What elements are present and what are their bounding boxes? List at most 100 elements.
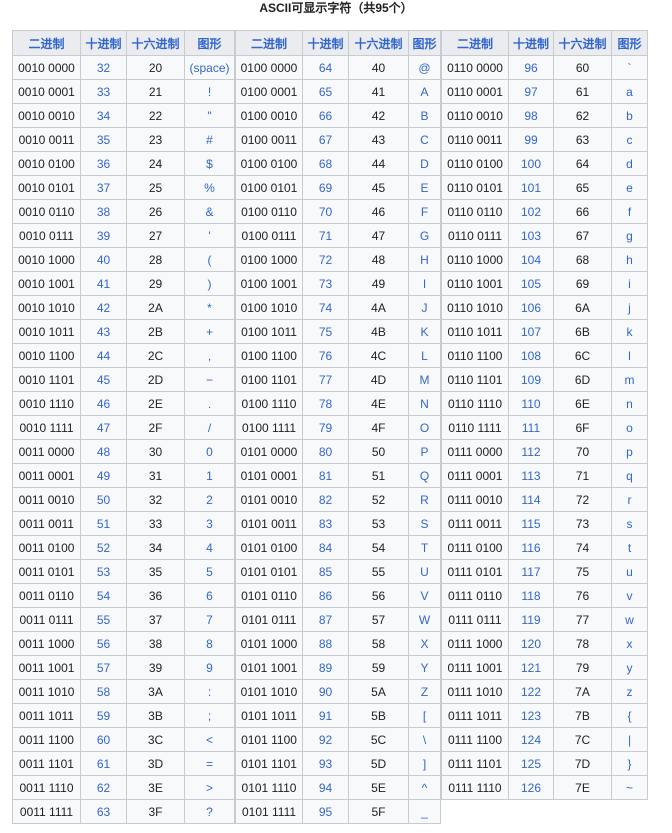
glyph-cell[interactable]: P — [408, 439, 441, 464]
decimal-cell[interactable]: 48 — [80, 439, 127, 464]
glyph-cell[interactable]: 6 — [184, 583, 235, 608]
glyph-cell[interactable]: c — [611, 127, 648, 152]
decimal-cell[interactable]: 43 — [80, 319, 127, 344]
decimal-cell[interactable]: 94 — [302, 775, 349, 800]
header-hex[interactable]: 十六进制 — [126, 30, 185, 56]
decimal-cell[interactable]: 63 — [80, 799, 127, 824]
header-decimal[interactable]: 十进制 — [80, 30, 127, 56]
decimal-cell[interactable]: 117 — [508, 559, 554, 584]
header-decimal[interactable]: 十进制 — [508, 30, 554, 56]
glyph-cell[interactable]: h — [611, 247, 648, 272]
glyph-cell[interactable]: F — [408, 199, 441, 224]
decimal-cell[interactable]: 76 — [302, 343, 349, 368]
decimal-cell[interactable]: 57 — [80, 655, 127, 680]
glyph-cell[interactable]: E — [408, 175, 441, 200]
glyph-cell[interactable]: & — [184, 199, 235, 224]
glyph-cell[interactable]: q — [611, 463, 648, 488]
decimal-cell[interactable]: 39 — [80, 223, 127, 248]
decimal-cell[interactable]: 66 — [302, 103, 349, 128]
glyph-cell[interactable]: Q — [408, 463, 441, 488]
decimal-cell[interactable]: 73 — [302, 271, 349, 296]
glyph-cell[interactable]: j — [611, 295, 648, 320]
glyph-cell[interactable]: B — [408, 103, 441, 128]
header-binary[interactable]: 二进制 — [235, 30, 303, 56]
glyph-cell[interactable]: / — [184, 415, 235, 440]
glyph-cell[interactable]: D — [408, 151, 441, 176]
glyph-cell[interactable]: 0 — [184, 439, 235, 464]
decimal-cell[interactable]: 52 — [80, 535, 127, 560]
glyph-cell[interactable]: 2 — [184, 487, 235, 512]
decimal-cell[interactable]: 78 — [302, 391, 349, 416]
decimal-cell[interactable]: 44 — [80, 343, 127, 368]
decimal-cell[interactable]: 126 — [508, 775, 554, 800]
glyph-cell[interactable]: * — [184, 295, 235, 320]
decimal-cell[interactable]: 58 — [80, 679, 127, 704]
decimal-cell[interactable]: 95 — [302, 799, 349, 824]
glyph-cell[interactable]: n — [611, 391, 648, 416]
glyph-cell[interactable]: a — [611, 79, 648, 104]
glyph-cell[interactable]: 4 — [184, 535, 235, 560]
decimal-cell[interactable]: 60 — [80, 727, 127, 752]
glyph-cell[interactable]: # — [184, 127, 235, 152]
decimal-cell[interactable]: 53 — [80, 559, 127, 584]
decimal-cell[interactable]: 77 — [302, 367, 349, 392]
decimal-cell[interactable]: 35 — [80, 127, 127, 152]
decimal-cell[interactable]: 93 — [302, 751, 349, 776]
glyph-cell[interactable]: U — [408, 559, 441, 584]
decimal-cell[interactable]: 89 — [302, 655, 349, 680]
glyph-cell[interactable]: @ — [408, 55, 441, 80]
decimal-cell[interactable]: 59 — [80, 703, 127, 728]
glyph-cell[interactable]: o — [611, 415, 648, 440]
header-hex[interactable]: 十六进制 — [553, 30, 612, 56]
glyph-cell[interactable]: } — [611, 751, 648, 776]
header-hex[interactable]: 十六进制 — [348, 30, 409, 56]
glyph-cell[interactable]: G — [408, 223, 441, 248]
decimal-cell[interactable]: 116 — [508, 535, 554, 560]
decimal-cell[interactable]: 108 — [508, 343, 554, 368]
glyph-cell[interactable]: { — [611, 703, 648, 728]
decimal-cell[interactable]: 96 — [508, 55, 554, 80]
decimal-cell[interactable]: 50 — [80, 487, 127, 512]
glyph-cell[interactable]: I — [408, 271, 441, 296]
decimal-cell[interactable]: 110 — [508, 391, 554, 416]
decimal-cell[interactable]: 113 — [508, 463, 554, 488]
glyph-cell[interactable]: 8 — [184, 631, 235, 656]
decimal-cell[interactable]: 103 — [508, 223, 554, 248]
glyph-cell[interactable]: e — [611, 175, 648, 200]
glyph-cell[interactable]: Z — [408, 679, 441, 704]
decimal-cell[interactable]: 42 — [80, 295, 127, 320]
decimal-cell[interactable]: 54 — [80, 583, 127, 608]
decimal-cell[interactable]: 120 — [508, 631, 554, 656]
decimal-cell[interactable]: 34 — [80, 103, 127, 128]
glyph-cell[interactable]: ? — [184, 799, 235, 824]
header-decimal[interactable]: 十进制 — [302, 30, 349, 56]
decimal-cell[interactable]: 92 — [302, 727, 349, 752]
decimal-cell[interactable]: 118 — [508, 583, 554, 608]
glyph-cell[interactable]: v — [611, 583, 648, 608]
decimal-cell[interactable]: 75 — [302, 319, 349, 344]
decimal-cell[interactable]: 37 — [80, 175, 127, 200]
decimal-cell[interactable]: 67 — [302, 127, 349, 152]
glyph-cell[interactable]: < — [184, 727, 235, 752]
decimal-cell[interactable]: 109 — [508, 367, 554, 392]
decimal-cell[interactable]: 64 — [302, 55, 349, 80]
glyph-cell[interactable]: + — [184, 319, 235, 344]
decimal-cell[interactable]: 81 — [302, 463, 349, 488]
decimal-cell[interactable]: 84 — [302, 535, 349, 560]
decimal-cell[interactable]: 97 — [508, 79, 554, 104]
decimal-cell[interactable]: 86 — [302, 583, 349, 608]
glyph-cell[interactable]: O — [408, 415, 441, 440]
glyph-cell[interactable]: : — [184, 679, 235, 704]
decimal-cell[interactable]: 40 — [80, 247, 127, 272]
decimal-cell[interactable]: 74 — [302, 295, 349, 320]
decimal-cell[interactable]: 104 — [508, 247, 554, 272]
glyph-cell[interactable]: , — [184, 343, 235, 368]
glyph-cell[interactable]: 5 — [184, 559, 235, 584]
decimal-cell[interactable]: 112 — [508, 439, 554, 464]
glyph-cell[interactable]: > — [184, 775, 235, 800]
decimal-cell[interactable]: 41 — [80, 271, 127, 296]
glyph-cell[interactable]: − — [184, 367, 235, 392]
glyph-cell[interactable]: Y — [408, 655, 441, 680]
glyph-cell[interactable]: ^ — [408, 775, 441, 800]
decimal-cell[interactable]: 88 — [302, 631, 349, 656]
